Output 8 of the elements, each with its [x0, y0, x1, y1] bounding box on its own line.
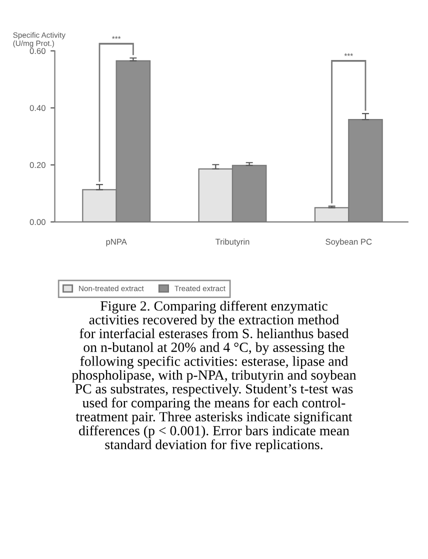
- x-tick-label: Tributyrin: [215, 238, 250, 246]
- y-tick-label: 0.60: [30, 48, 46, 54]
- y-tick-label: 0.40: [30, 105, 46, 111]
- x-tick-label: Soybean PC: [326, 238, 372, 246]
- text: Figure 2. Comparing different enzymatic activities recovered by the extraction method for interfacial esterases from S. helianthus based on n-butanol at 20% and 4 °C, by assessing the following specific activities: esterase, lipase and phospholipase, with p-NPA, tributyrin and soybean PC as substrates, respectively. Student’s t-test was used for comparing the means for each control- treatment pair. Three asterisks indicate significant differences (p < 0.001). Error bars indicate mean standard deviation for five replications.: [72, 300, 356, 452]
- x-tick-label: pNPA: [106, 238, 127, 246]
- y-tick-label: 0.20: [30, 162, 46, 168]
- y-tick-label: 0.00: [30, 219, 46, 226]
